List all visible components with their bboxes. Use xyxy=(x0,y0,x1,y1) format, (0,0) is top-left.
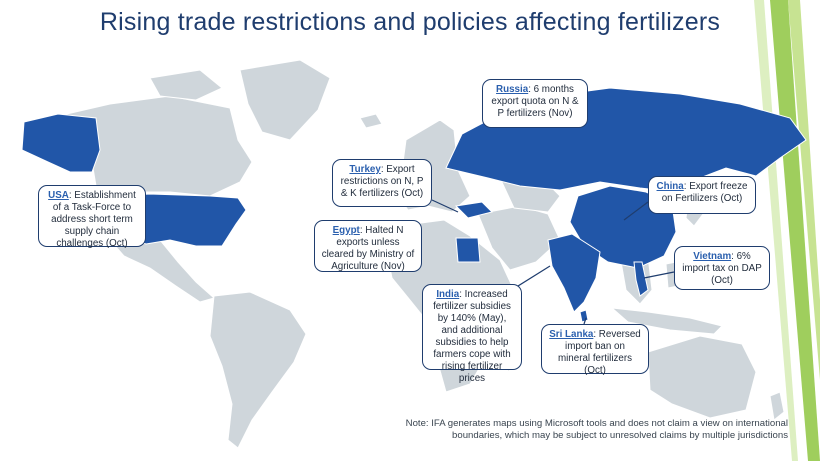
callout-usa: USA: Establishment of a Task-Force to ad… xyxy=(38,185,146,249)
callout-usa-text: : Establishment of a Task-Force to addre… xyxy=(51,190,136,249)
callout-srilanka: Sri Lanka: Reversed import ban on minera… xyxy=(541,324,649,376)
indonesia-shape xyxy=(610,307,723,335)
greenland-shape xyxy=(239,59,331,141)
turkey-connector xyxy=(431,199,459,213)
callout-vietnam: Vietnam: 6% import tax on DAP (Oct) xyxy=(674,246,770,290)
callout-vietnam-country: Vietnam xyxy=(693,251,732,262)
callout-india: India: Increased fertilizer subsidies by… xyxy=(422,284,522,384)
arctic-islands-shape xyxy=(149,69,223,101)
china-connector xyxy=(623,201,649,221)
map-disclaimer-note: Note: IFA generates maps using Microsoft… xyxy=(405,418,788,441)
vietnam-highlight xyxy=(633,261,649,297)
callout-india-country: India xyxy=(436,289,460,300)
australia-shape xyxy=(647,335,757,419)
page-title: Rising trade restrictions and policies a… xyxy=(99,8,721,36)
new-zealand-shape xyxy=(769,391,785,421)
callout-usa-country: USA xyxy=(48,190,69,201)
map-highlighted-countries xyxy=(21,87,807,323)
callout-russia: Russia: 6 months export quota on N & P f… xyxy=(482,79,588,128)
callout-china-country: China xyxy=(656,181,684,192)
callout-russia-text: : 6 months export quota on N & P fertili… xyxy=(491,84,579,119)
mexico-shape xyxy=(108,239,216,303)
callout-india-text: : Increased fertilizer subsidies by 140%… xyxy=(433,289,511,384)
srilanka-highlight xyxy=(579,309,589,323)
india-highlight xyxy=(547,233,601,313)
egypt-highlight xyxy=(455,237,481,263)
callout-egypt-text: : Halted N exports unless cleared by Min… xyxy=(321,225,415,272)
callout-turkey-country: Turkey xyxy=(349,164,381,175)
callout-egypt-country: Egypt xyxy=(332,225,360,236)
turkey-highlight xyxy=(454,201,493,219)
callout-egypt: Egypt: Halted N exports unless cleared b… xyxy=(314,220,422,272)
alaska-highlight xyxy=(21,113,101,173)
vietnam-connector xyxy=(643,271,675,279)
callout-vietnam-text: : 6% import tax on DAP (Oct) xyxy=(682,251,762,286)
callout-srilanka-country: Sri Lanka xyxy=(549,329,594,340)
south-america-shape xyxy=(209,291,307,449)
callout-russia-country: Russia xyxy=(496,84,529,95)
callout-china-text: : Export freeze on Fertilizers (Oct) xyxy=(661,181,748,204)
iceland-shape xyxy=(359,113,383,129)
callout-china: China: Export freeze on Fertilizers (Oct… xyxy=(648,176,756,214)
srilanka-connector xyxy=(583,317,587,325)
callout-srilanka-text: : Reversed import ban on mineral fertili… xyxy=(557,329,641,376)
callout-turkey-text: : Export restrictions on N, P & K fertil… xyxy=(340,164,424,199)
callout-turkey: Turkey: Export restrictions on N, P & K … xyxy=(332,159,432,207)
